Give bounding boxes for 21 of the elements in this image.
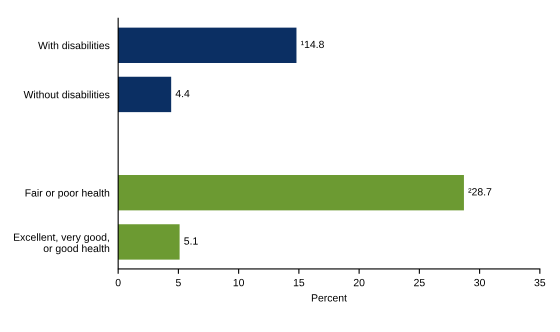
bar [118,28,296,63]
x-tick-label: 25 [414,278,425,286]
data-label: 5.1 [184,237,198,245]
x-tick-label: 20 [354,278,365,286]
x-tick-label: 10 [234,278,244,286]
y-tick-label: Without disabilities [24,90,110,98]
data-label: ²28.7 [468,188,492,196]
x-axis-title: Percent [312,294,347,302]
data-label: 4.4 [176,90,190,98]
x-tick-label: 35 [534,278,546,286]
data-label: ¹14.8 [301,40,324,48]
y-tick-label: Fair or poor health [26,188,110,199]
x-tick-label: 0 [116,278,121,286]
y-tick-label: With disabilities [38,42,110,50]
bar [118,175,464,210]
bar [118,76,172,112]
x-tick-label: 5 [176,279,181,286]
bar [118,224,180,260]
x-tick-label: 15 [294,279,304,286]
x-tick-label: 30 [474,278,485,286]
y-tick-label: Excellent, very good, or good health [14,233,110,254]
